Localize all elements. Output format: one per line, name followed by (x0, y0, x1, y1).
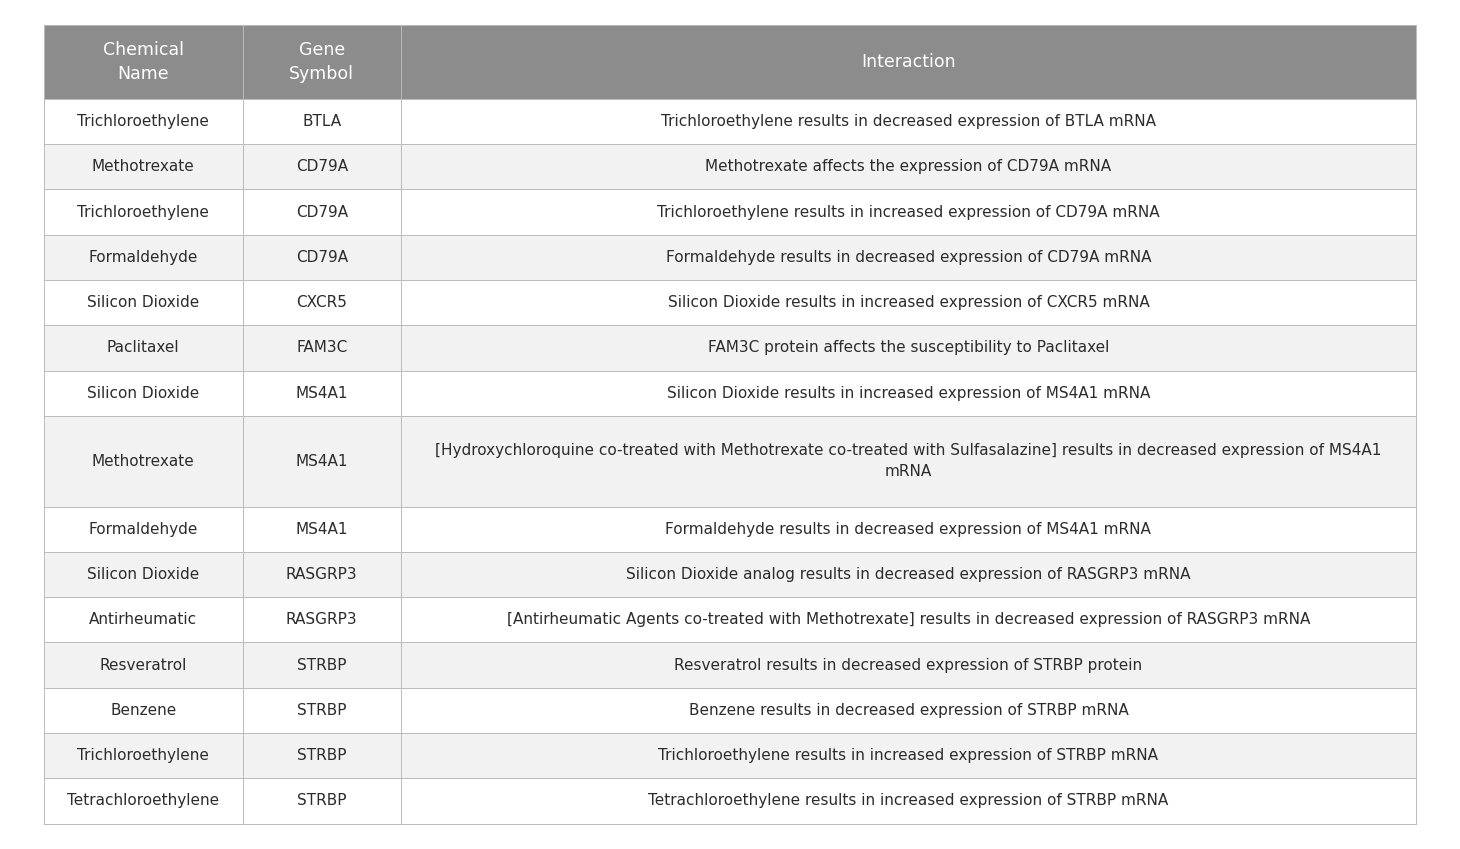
Bar (44, 733, 1416, 779)
Bar (44, 779, 1416, 824)
Text: Silicon Dioxide: Silicon Dioxide (88, 567, 200, 582)
Bar (44, 552, 1416, 597)
Text: [Hydroxychloroquine co-treated with Methotrexate co-treated with Sulfasalazine] : [Hydroxychloroquine co-treated with Meth… (435, 443, 1381, 479)
Text: Silicon Dioxide results in increased expression of MS4A1 mRNA: Silicon Dioxide results in increased exp… (667, 385, 1150, 401)
Text: CXCR5: CXCR5 (296, 295, 347, 310)
Text: Trichloroethylene results in increased expression of CD79A mRNA: Trichloroethylene results in increased e… (657, 205, 1159, 220)
Text: Interaction: Interaction (861, 53, 956, 71)
Text: Formaldehyde: Formaldehyde (89, 250, 199, 265)
Text: FAM3C: FAM3C (296, 340, 347, 356)
Text: Tetrachloroethylene results in increased expression of STRBP mRNA: Tetrachloroethylene results in increased… (648, 793, 1168, 808)
Text: Methotrexate: Methotrexate (92, 160, 194, 174)
Text: RASGRP3: RASGRP3 (286, 567, 358, 582)
Text: Tetrachloroethylene: Tetrachloroethylene (67, 793, 219, 808)
Text: Benzene results in decreased expression of STRBP mRNA: Benzene results in decreased expression … (689, 703, 1129, 717)
Bar (44, 416, 1416, 507)
Text: MS4A1: MS4A1 (295, 521, 347, 537)
Text: BTLA: BTLA (302, 114, 342, 129)
Text: Trichloroethylene: Trichloroethylene (77, 205, 209, 220)
Text: Silicon Dioxide analog results in decreased expression of RASGRP3 mRNA: Silicon Dioxide analog results in decrea… (626, 567, 1191, 582)
Text: STRBP: STRBP (296, 703, 346, 717)
Text: MS4A1: MS4A1 (295, 453, 347, 469)
Bar (44, 643, 1416, 688)
Text: Silicon Dioxide: Silicon Dioxide (88, 295, 200, 310)
Bar (44, 688, 1416, 733)
Text: Chemical
Name: Chemical Name (102, 42, 184, 83)
Text: Antirheumatic: Antirheumatic (89, 612, 197, 627)
Text: Resveratrol results in decreased expression of STRBP protein: Resveratrol results in decreased express… (675, 657, 1143, 672)
Text: CD79A: CD79A (295, 250, 347, 265)
Bar (44, 235, 1416, 280)
Text: STRBP: STRBP (296, 657, 346, 672)
Text: Silicon Dioxide results in increased expression of CXCR5 mRNA: Silicon Dioxide results in increased exp… (667, 295, 1149, 310)
Text: Trichloroethylene results in decreased expression of BTLA mRNA: Trichloroethylene results in decreased e… (661, 114, 1156, 129)
Bar (44, 371, 1416, 416)
Bar (44, 25, 1416, 98)
Text: Methotrexate affects the expression of CD79A mRNA: Methotrexate affects the expression of C… (705, 160, 1111, 174)
Text: Silicon Dioxide: Silicon Dioxide (88, 385, 200, 401)
Bar (44, 507, 1416, 552)
Text: Formaldehyde results in decreased expression of MS4A1 mRNA: Formaldehyde results in decreased expres… (666, 521, 1152, 537)
Text: [Antirheumatic Agents co-treated with Methotrexate] results in decreased express: [Antirheumatic Agents co-treated with Me… (507, 612, 1310, 627)
Text: Benzene: Benzene (110, 703, 177, 717)
Text: Formaldehyde results in decreased expression of CD79A mRNA: Formaldehyde results in decreased expres… (666, 250, 1150, 265)
Bar (44, 280, 1416, 325)
Text: RASGRP3: RASGRP3 (286, 612, 358, 627)
Bar (44, 597, 1416, 643)
Text: FAM3C protein affects the susceptibility to Paclitaxel: FAM3C protein affects the susceptibility… (708, 340, 1110, 356)
Text: Paclitaxel: Paclitaxel (107, 340, 180, 356)
Text: CD79A: CD79A (295, 205, 347, 220)
Bar (44, 325, 1416, 371)
Text: Trichloroethylene: Trichloroethylene (77, 114, 209, 129)
Text: Resveratrol: Resveratrol (99, 657, 187, 672)
Text: Gene
Symbol: Gene Symbol (289, 42, 355, 83)
Text: Methotrexate: Methotrexate (92, 453, 194, 469)
Text: CD79A: CD79A (295, 160, 347, 174)
Text: Trichloroethylene: Trichloroethylene (77, 748, 209, 763)
Text: STRBP: STRBP (296, 748, 346, 763)
Text: Formaldehyde: Formaldehyde (89, 521, 199, 537)
Bar (44, 189, 1416, 235)
Bar (44, 98, 1416, 144)
Text: Trichloroethylene results in increased expression of STRBP mRNA: Trichloroethylene results in increased e… (658, 748, 1158, 763)
Bar (44, 144, 1416, 189)
Text: STRBP: STRBP (296, 793, 346, 808)
Text: MS4A1: MS4A1 (295, 385, 347, 401)
